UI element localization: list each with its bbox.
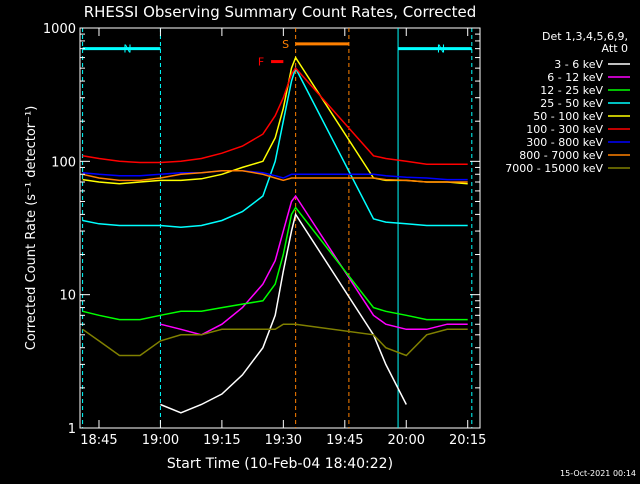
- legend-label-4: 50 - 100 keV: [533, 110, 603, 123]
- y-tick-label-1: 10: [59, 289, 76, 304]
- series-line-5: [82, 66, 468, 166]
- series-line-3: [82, 66, 468, 229]
- legend-header-0: Det 1,3,4,5,6,9,: [542, 30, 628, 43]
- annotation-label-f: F: [258, 56, 264, 69]
- legend-label-6: 300 - 800 keV: [526, 136, 603, 149]
- chart-title: RHESSI Observing Summary Count Rates, Co…: [84, 3, 477, 21]
- legend-label-3: 25 - 50 keV: [540, 97, 603, 110]
- x-tick-label-2: 19:15: [203, 433, 240, 448]
- series-line-7: [82, 169, 468, 183]
- annotation-label-s: S: [282, 38, 289, 51]
- legend-header-1: Att 0: [602, 42, 628, 55]
- legend-label-1: 6 - 12 keV: [547, 71, 603, 84]
- series-line-4: [82, 55, 468, 185]
- series-line-6: [82, 169, 468, 181]
- plot-area: N N F S: [79, 27, 481, 429]
- series-line-0: [160, 212, 407, 414]
- plot-frame: [79, 27, 481, 429]
- series-line-2: [82, 206, 468, 321]
- legend-label-8: 7000 - 15000 keV: [505, 162, 603, 175]
- legend-label-2: 12 - 25 keV: [540, 84, 603, 97]
- annotation-label-n: N: [123, 43, 131, 56]
- series-line-1: [160, 194, 468, 336]
- footer-timestamp: 15-Oct-2021 00:14: [560, 469, 636, 478]
- x-axis-label: Start Time (10-Feb-04 18:40:22): [167, 456, 393, 472]
- series-line-8: [82, 323, 468, 357]
- legend-label-0: 3 - 6 keV: [554, 58, 603, 71]
- x-tick-label-6: 20:15: [449, 433, 486, 448]
- x-axis: 18:45 19:00 19:15 19:30 19:45 20:00 20:15: [80, 28, 486, 448]
- legend-label-5: 100 - 300 keV: [526, 123, 603, 136]
- x-tick-label-5: 20:00: [388, 433, 425, 448]
- x-tick-label-4: 19:45: [326, 433, 363, 448]
- y-tick-label-3: 1000: [43, 22, 76, 37]
- y-axis-label: Corrected Count Rate (s⁻¹ detector⁻¹): [24, 106, 39, 351]
- annotation-label-n: N: [437, 43, 445, 56]
- x-tick-label-1: 19:00: [142, 433, 179, 448]
- x-tick-label-0: 18:45: [80, 433, 117, 448]
- x-tick-label-3: 19:30: [265, 433, 302, 448]
- y-tick-label-0: 1: [68, 422, 76, 437]
- legend-label-7: 800 - 7000 keV: [519, 149, 603, 162]
- y-axis: 1 10 100 1000: [43, 22, 480, 437]
- y-tick-label-2: 100: [51, 155, 76, 170]
